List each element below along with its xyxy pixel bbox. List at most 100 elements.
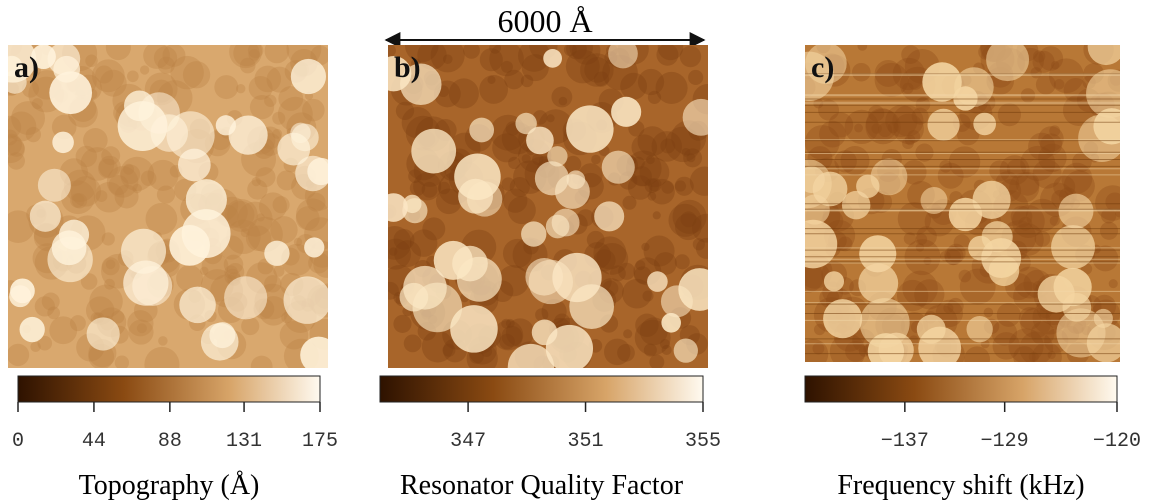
texture (388, 238, 412, 270)
texture (108, 175, 129, 196)
grain (181, 209, 231, 259)
texture (247, 45, 264, 59)
texture (655, 71, 688, 104)
grain (805, 219, 838, 269)
texture (497, 265, 530, 297)
texture (914, 279, 945, 310)
texture (840, 146, 870, 176)
grain (224, 276, 268, 320)
texture (70, 176, 102, 207)
texture (834, 150, 857, 173)
texture (517, 45, 551, 72)
texture (1099, 221, 1119, 240)
texture (395, 101, 415, 121)
grain (52, 131, 74, 154)
texture (63, 169, 97, 203)
texture (656, 45, 679, 66)
texture (943, 303, 954, 314)
texture (409, 180, 426, 196)
texture (279, 320, 309, 350)
texture (101, 257, 120, 276)
texture (30, 341, 41, 352)
texture (566, 45, 587, 60)
texture (37, 335, 53, 351)
texture (647, 191, 657, 201)
texture (631, 156, 645, 170)
texture (8, 140, 25, 157)
texture (114, 184, 139, 209)
texture (1009, 172, 1040, 203)
texture (1047, 350, 1056, 360)
texture (140, 65, 150, 75)
texture (295, 198, 328, 232)
colorbar-tick-label: 351 (568, 430, 604, 453)
grain (528, 259, 574, 305)
texture (997, 103, 1021, 127)
texture (643, 343, 657, 357)
texture (101, 232, 115, 246)
texture (813, 323, 826, 336)
grain (10, 278, 35, 304)
texture (247, 179, 268, 200)
texture (649, 354, 665, 368)
texture (143, 45, 170, 69)
texture (639, 157, 670, 188)
texture (916, 226, 937, 247)
grain (400, 63, 442, 106)
texture (8, 343, 30, 367)
texture (250, 355, 273, 368)
grain (290, 58, 327, 95)
grain (515, 112, 537, 135)
texture (828, 112, 854, 138)
panel-label: c) (811, 51, 834, 84)
texture (1018, 216, 1033, 231)
texture (136, 323, 147, 334)
texture (902, 137, 914, 150)
texture (264, 94, 277, 108)
texture (170, 55, 204, 90)
texture (442, 343, 456, 357)
texture (105, 45, 131, 61)
grain (661, 313, 681, 333)
texture (8, 152, 25, 170)
texture (1038, 126, 1064, 152)
texture (1061, 162, 1093, 194)
grain (545, 214, 570, 239)
texture (999, 155, 1030, 186)
texture (837, 236, 853, 252)
texture (915, 97, 931, 112)
texture (80, 147, 115, 181)
texture (665, 126, 701, 163)
texture (8, 133, 22, 156)
texture (907, 75, 923, 90)
texture (1026, 198, 1059, 232)
grain (534, 161, 569, 196)
texture (435, 188, 462, 215)
caption: Resonator Quality Factor (400, 470, 684, 501)
texture (489, 45, 524, 77)
texture (501, 325, 523, 347)
texture (546, 114, 555, 123)
texture (393, 314, 412, 333)
texture (8, 129, 18, 146)
texture (502, 238, 533, 268)
caption: Frequency shift (kHz) (837, 470, 1084, 501)
grain (31, 45, 56, 70)
texture (626, 150, 662, 187)
texture (8, 135, 25, 164)
texture (627, 175, 653, 200)
texture (140, 170, 157, 187)
grain (179, 286, 216, 324)
grain (916, 314, 946, 344)
texture (1049, 125, 1061, 137)
grain (823, 271, 845, 292)
texture (98, 158, 118, 179)
texture (688, 69, 704, 86)
grain (608, 45, 638, 69)
texture (227, 201, 255, 229)
texture (845, 340, 866, 362)
texture (953, 234, 971, 251)
texture (887, 122, 899, 134)
texture (31, 98, 43, 110)
texture (254, 65, 282, 93)
